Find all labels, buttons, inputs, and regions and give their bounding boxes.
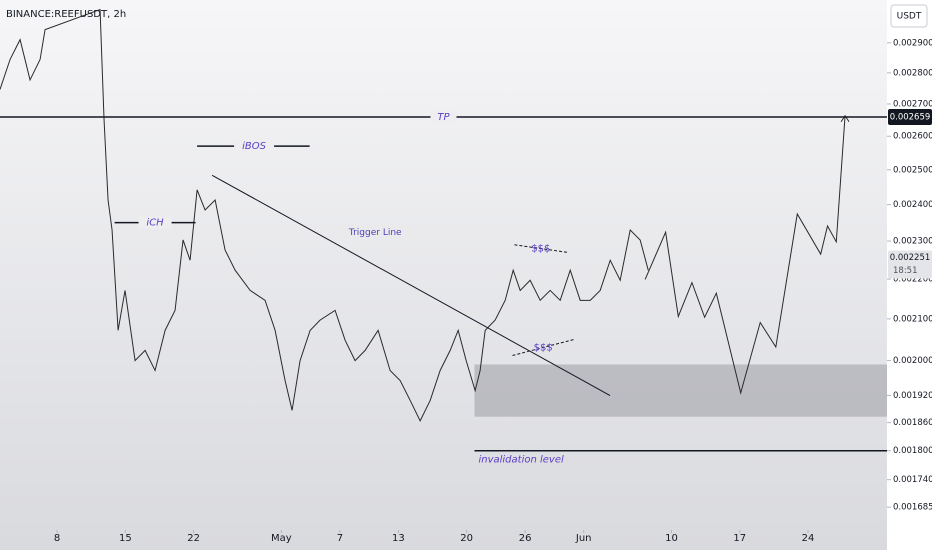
- liquidity-line: [512, 338, 575, 356]
- y-tick-label: 0.002200: [893, 275, 932, 285]
- x-tick-label: 13: [392, 533, 405, 544]
- y-tick-label: 0.002100: [893, 314, 932, 324]
- level-label: iBOS: [242, 141, 267, 152]
- y-tick-label: 0.002600: [893, 132, 932, 142]
- y-tick-label: 0.002900: [893, 38, 932, 48]
- arrow-head: [840, 114, 850, 123]
- trigger-line: [211, 174, 611, 396]
- y-tick-label: 0.002300: [893, 237, 932, 247]
- price-line: [644, 115, 846, 395]
- x-tick-label: 8: [54, 533, 60, 544]
- y-tick-label: 0.002500: [893, 165, 932, 175]
- level-label: TP: [437, 112, 450, 123]
- last-price-label: 0.002251: [890, 253, 931, 263]
- demand-zone: [474, 364, 887, 417]
- countdown-label: 18:51: [893, 266, 918, 276]
- level-label: invalidation level: [478, 455, 564, 466]
- tp-price-box: [888, 109, 932, 126]
- plot-background: [0, 0, 887, 550]
- x-tick-label: Jun: [575, 533, 592, 544]
- y-tick-label: 0.002000: [893, 356, 932, 366]
- x-tick-label: 22: [187, 533, 200, 544]
- last-price-box: [888, 250, 932, 279]
- level-label: iCH: [146, 218, 164, 229]
- liquidity-line: [514, 244, 568, 253]
- x-tick-label: 24: [802, 533, 815, 544]
- x-tick-label: 15: [119, 533, 132, 544]
- y-tick-label: 0.002700: [893, 99, 932, 109]
- label-background: [234, 140, 275, 153]
- currency-button[interactable]: [890, 4, 928, 28]
- y-tick-label: 0.002800: [893, 68, 932, 78]
- x-tick-label: 20: [460, 533, 473, 544]
- chart-title: BINANCE:REEFUSDT, 2h: [6, 9, 126, 20]
- tp-price-label: 0.002659: [890, 113, 931, 123]
- y-tick-label: 0.001740: [893, 475, 932, 485]
- y-tick-label: 0.001685: [893, 503, 932, 513]
- currency-label[interactable]: USDT: [897, 12, 922, 22]
- label-background: [430, 111, 457, 124]
- price-line: [0, 8, 649, 422]
- liquidity-label: $$$: [531, 244, 550, 255]
- label-background: [138, 216, 172, 229]
- x-tick-label: 26: [519, 533, 532, 544]
- trigger-label: Trigger Line: [348, 228, 402, 238]
- y-tick-label: 0.001800: [893, 446, 932, 456]
- y-tick-label: 0.001920: [893, 391, 932, 401]
- x-tick-label: May: [271, 533, 292, 544]
- x-tick-label: 10: [665, 533, 678, 544]
- y-tick-label: 0.002400: [893, 200, 932, 210]
- x-tick-label: 7: [337, 533, 343, 544]
- liquidity-label: $$$: [534, 342, 553, 353]
- y-tick-label: 0.001860: [893, 418, 932, 428]
- x-tick-label: 17: [733, 533, 746, 544]
